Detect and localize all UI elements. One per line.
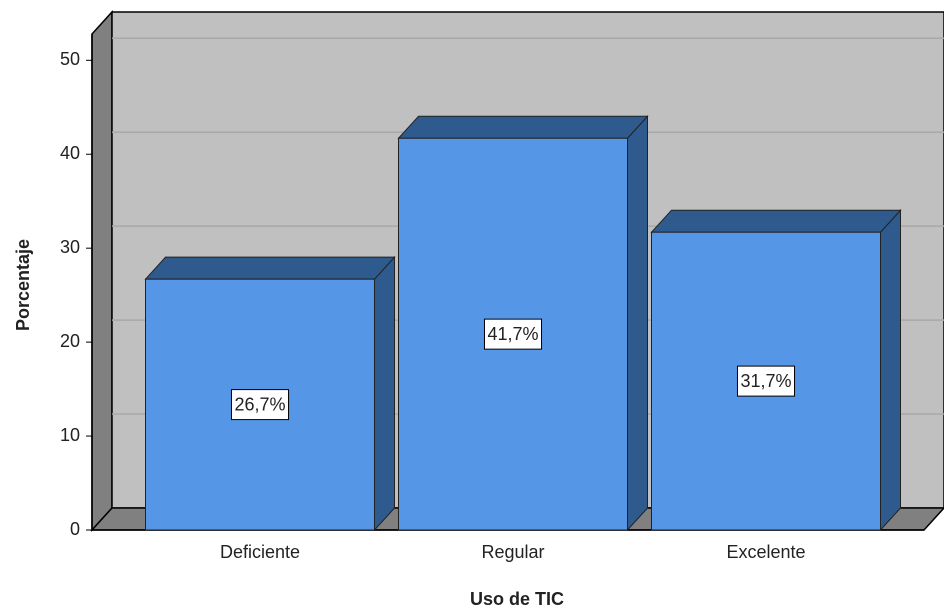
x-tick-label: Regular <box>481 542 544 562</box>
bar-side <box>627 114 648 532</box>
y-tick-label: 50 <box>60 49 80 69</box>
x-axis-title: Uso de TIC <box>470 589 564 609</box>
value-label: 41,7% <box>487 324 538 344</box>
bar-side <box>880 208 901 532</box>
y-tick-label: 10 <box>60 425 80 445</box>
x-tick-label: Deficiente <box>220 542 300 562</box>
bar-side <box>374 255 395 532</box>
side-wall <box>91 10 113 532</box>
bar-top <box>144 256 396 280</box>
y-tick-label: 0 <box>70 519 80 539</box>
value-label: 26,7% <box>234 394 285 414</box>
y-axis-title: Porcentaje <box>13 239 33 331</box>
value-label-box <box>483 318 543 350</box>
y-tick-label: 30 <box>60 237 80 257</box>
bar-top <box>397 115 649 139</box>
value-label-box <box>230 389 290 421</box>
value-label-box <box>736 365 796 397</box>
y-tick-label: 40 <box>60 143 80 163</box>
value-label: 31,7% <box>740 371 791 391</box>
x-tick-label: Excelente <box>726 542 805 562</box>
y-tick-label: 20 <box>60 331 80 351</box>
bar-top <box>650 209 902 233</box>
